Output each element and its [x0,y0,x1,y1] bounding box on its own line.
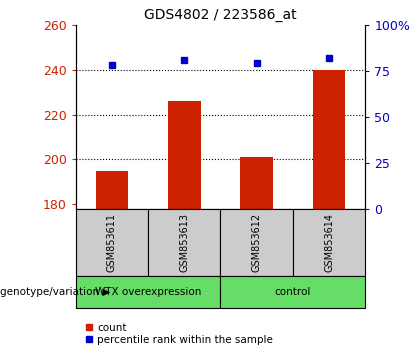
Text: GSM853611: GSM853611 [107,213,117,272]
Bar [76,209,148,276]
Bar [313,70,346,209]
Bar [95,171,128,209]
Text: genotype/variation ▶: genotype/variation ▶ [0,287,110,297]
Bar [220,209,293,276]
Text: GSM853612: GSM853612 [252,213,262,272]
Text: GSM853613: GSM853613 [179,213,189,272]
Title: GDS4802 / 223586_at: GDS4802 / 223586_at [144,8,297,22]
Bar [168,101,201,209]
Text: WTX overexpression: WTX overexpression [95,287,201,297]
Bar [148,209,221,276]
Legend: count, percentile rank within the sample: count, percentile rank within the sample [81,318,278,349]
Bar [220,276,365,308]
Bar [76,276,220,308]
Text: control: control [275,287,311,297]
Bar [240,157,273,209]
Text: GSM853614: GSM853614 [324,213,334,272]
Bar [293,209,365,276]
